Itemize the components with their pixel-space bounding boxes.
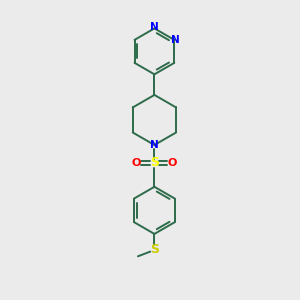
Text: S: S: [150, 156, 159, 169]
Text: N: N: [150, 140, 159, 150]
Text: N: N: [150, 22, 159, 32]
Text: S: S: [150, 243, 159, 256]
Text: N: N: [171, 35, 180, 45]
Text: O: O: [168, 158, 177, 168]
Text: O: O: [131, 158, 141, 168]
